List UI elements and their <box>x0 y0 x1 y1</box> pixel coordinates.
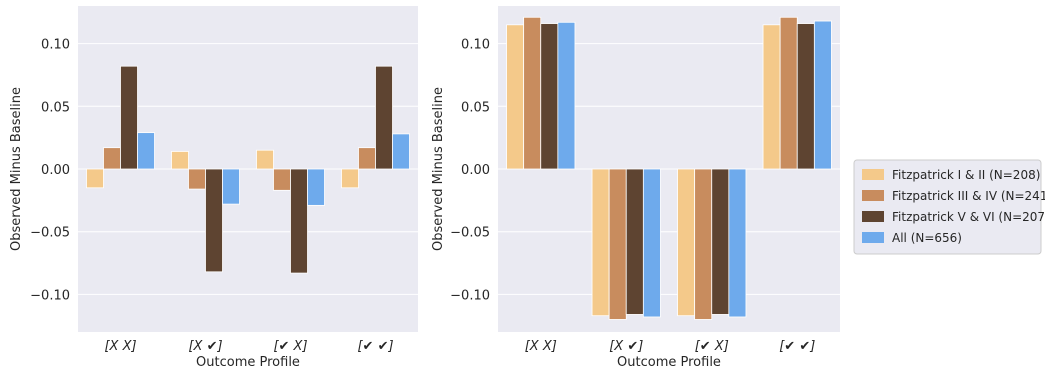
legend-label: All (N=656) <box>892 231 962 245</box>
bar <box>540 23 559 170</box>
bar <box>625 168 644 315</box>
bar <box>375 65 393 170</box>
x-tick-label: [✔ ✔] <box>357 339 393 354</box>
chart-left: −0.10 −0.05 0.00 0.05 0.10 [X X] [X ✔] [✔ X] [✔ … <box>9 6 418 370</box>
bar <box>86 168 104 189</box>
x-tick-label: [X ✔] <box>188 339 222 354</box>
x-axis-label: Outcome Profile <box>196 355 300 370</box>
bar <box>523 16 542 170</box>
bar <box>171 151 189 170</box>
bar <box>256 149 274 170</box>
bar <box>813 20 832 170</box>
bar <box>796 23 815 170</box>
bar <box>188 168 206 190</box>
bar <box>307 168 325 206</box>
bar <box>358 147 376 170</box>
y-tick-label: 0.10 <box>461 38 490 53</box>
bar <box>120 65 138 170</box>
legend-label: Fitzpatrick V & VI (N=207) <box>892 210 1045 224</box>
bar <box>557 21 576 170</box>
legend-label: Fitzpatrick III & IV (N=241) <box>892 189 1045 203</box>
bar <box>137 132 155 170</box>
y-tick-label: 0.00 <box>41 163 70 178</box>
bar <box>273 168 291 191</box>
x-tick-label: [X ✔] <box>609 339 643 354</box>
bar <box>762 24 781 170</box>
bar <box>642 168 661 318</box>
bar <box>506 24 525 170</box>
bar <box>222 168 240 205</box>
x-tick-label: [X X] <box>104 339 136 354</box>
bar <box>779 16 798 170</box>
y-tick-label: 0.00 <box>461 163 490 178</box>
legend: Fitzpatrick I & II (N=208) Fitzpatrick II… <box>853 159 1045 255</box>
x-tick-label: [X X] <box>525 339 557 354</box>
bar <box>341 168 359 189</box>
legend-box <box>853 159 1042 255</box>
y-axis-label: Observed Minus Baseline <box>9 87 24 251</box>
bar <box>205 168 223 273</box>
x-tick-label: [✔ X] <box>695 339 729 354</box>
bar <box>392 133 410 170</box>
x-tick-label: [✔ X] <box>273 339 307 354</box>
legend-swatch <box>862 211 884 222</box>
y-tick-label: −0.05 <box>30 226 70 241</box>
y-axis-label: Observed Minus Baseline <box>431 87 446 251</box>
legend-label: Fitzpatrick I & II (N=208) <box>892 168 1040 182</box>
x-axis-label: Outcome Profile <box>617 355 721 370</box>
bar <box>290 168 308 274</box>
y-tick-label: −0.10 <box>30 288 70 303</box>
bar <box>711 168 730 315</box>
chart-right: −0.10 −0.05 0.00 0.05 0.10 [X X] [X ✔] [✔ X] [✔ … <box>431 6 840 370</box>
bar <box>677 168 696 317</box>
x-tick-label: [✔ ✔] <box>779 339 815 354</box>
legend-swatch <box>862 190 884 201</box>
y-tick-label: 0.05 <box>461 100 490 115</box>
legend-swatch <box>862 232 884 243</box>
bar <box>728 168 747 318</box>
bar <box>608 168 627 320</box>
y-tick-label: −0.10 <box>450 288 490 303</box>
y-tick-label: 0.10 <box>41 38 70 53</box>
bar <box>591 168 610 317</box>
y-tick-label: 0.05 <box>41 100 70 115</box>
y-tick-label: −0.05 <box>450 226 490 241</box>
bar <box>694 168 713 320</box>
legend-swatch <box>862 169 884 180</box>
bar <box>103 147 121 170</box>
